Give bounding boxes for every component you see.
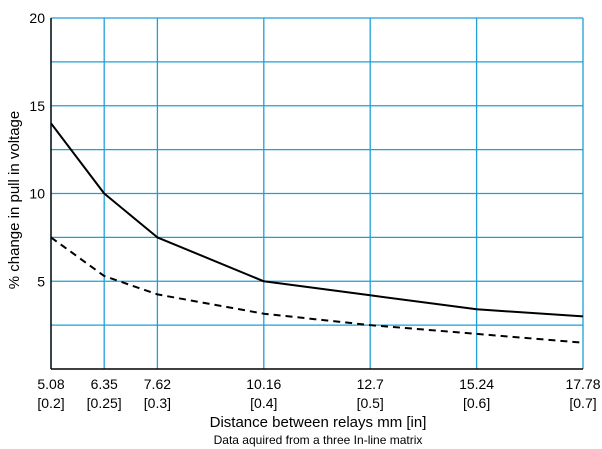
x-tick-label-in: [0.6] (463, 395, 490, 411)
chart-grid (50, 17, 584, 370)
x-tick-label-in: [0.25] (87, 395, 122, 411)
chart-note: Data aquired from a three In-line matrix (214, 433, 423, 447)
x-tick-label-mm: 15.24 (459, 376, 494, 392)
x-tick-label-mm: 7.62 (144, 376, 171, 392)
y-tick-label: 15 (29, 98, 45, 114)
x-tick-label-in: [0.7] (569, 395, 596, 411)
x-tick-label-mm: 6.35 (91, 376, 118, 392)
chart-series (50, 122, 584, 344)
x-tick-label-mm: 17.78 (565, 376, 600, 392)
dashed-series-line (50, 236, 584, 344)
y-tick-label: 20 (29, 10, 45, 26)
solid-series-line (50, 122, 584, 318)
x-tick-label-in: [0.5] (357, 395, 384, 411)
x-axis-label: Distance between relays mm [in] (210, 414, 427, 431)
x-tick-label-mm: 12.7 (357, 376, 384, 392)
y-tick-label: 5 (37, 273, 45, 289)
x-tick-label-in: [0.2] (37, 395, 64, 411)
x-tick-label-in: [0.3] (144, 395, 171, 411)
x-axis-ticks: 5.08 [0.2] 6.35 [0.25] 7.62 [0.3] 10.16 [0.4] 12… (37, 376, 600, 411)
x-tick-label-mm: 10.16 (246, 376, 281, 392)
y-axis-label: % change in pull in voltage (6, 111, 23, 289)
x-tick-label-in: [0.4] (250, 395, 277, 411)
y-tick-label: 10 (29, 186, 45, 202)
x-tick-label-mm: 5.08 (37, 376, 64, 392)
y-axis-ticks: 5 10 15 20 (29, 10, 45, 289)
